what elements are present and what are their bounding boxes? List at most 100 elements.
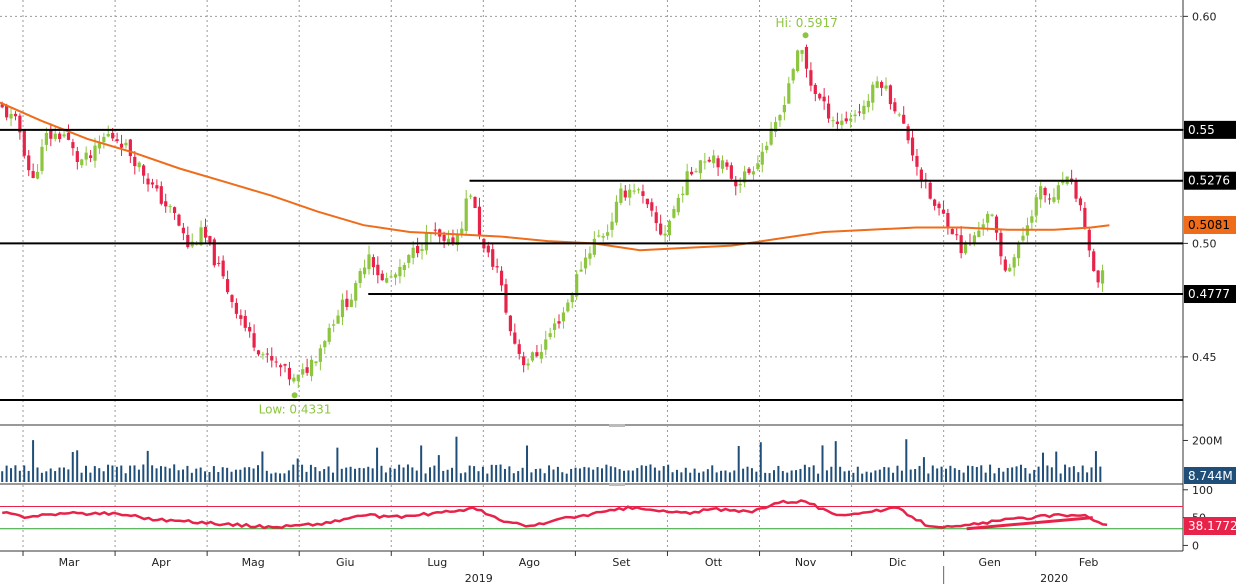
candle-down (305, 367, 309, 373)
candle-down (217, 262, 221, 264)
candle-down (243, 315, 247, 328)
candle-down (451, 237, 455, 244)
candle-down (946, 213, 950, 228)
candle-up (694, 171, 698, 173)
candle-down (522, 356, 526, 366)
candle-up (424, 233, 429, 251)
candle-down (111, 132, 115, 139)
candle-up (53, 133, 57, 139)
rsi-label-box (1184, 517, 1236, 535)
ma-label-box (1184, 215, 1236, 234)
candle-up (681, 193, 685, 196)
rsi-trendline (966, 516, 1093, 531)
candle-down (822, 96, 826, 102)
candle-up (977, 230, 981, 238)
candle-down (0, 104, 4, 108)
x-tick-label: Lug (427, 556, 447, 569)
panel-splitter-handle[interactable] (609, 483, 625, 486)
support-resistance-lines (0, 128, 1183, 402)
candle-down (910, 137, 915, 156)
x-tick-label: Mar (59, 556, 80, 569)
level-label-box (1184, 171, 1236, 190)
candle-down (818, 93, 822, 99)
candle-up (782, 105, 786, 113)
candle-down (473, 196, 477, 209)
candle-down (880, 82, 884, 88)
candle-up (332, 324, 336, 326)
candle-down (826, 103, 831, 119)
rsi-tick-label: 100 (1192, 484, 1213, 497)
candle-down (999, 232, 1003, 257)
candle-down (495, 266, 499, 268)
candle-down (71, 142, 75, 149)
candle-up (1016, 243, 1021, 259)
x-tick-label: Ott (705, 556, 723, 569)
candle-up (292, 377, 296, 382)
candle-down (186, 234, 190, 248)
candle-down (888, 85, 893, 105)
candle-up (1012, 257, 1016, 268)
candle-down (747, 168, 751, 173)
candle-down (248, 326, 252, 332)
candle-up (539, 352, 543, 359)
candle-up (97, 143, 102, 149)
candle-down (941, 209, 946, 214)
candle-down (159, 186, 163, 204)
candle-up (296, 374, 300, 381)
candle-up (628, 189, 632, 198)
candle-up (636, 189, 641, 191)
volume-bars (1, 436, 1102, 482)
candle-up (1056, 185, 1060, 200)
rsi-last-label: 38.1772 (1188, 519, 1237, 533)
candle-up (884, 85, 888, 89)
candle-up (990, 214, 994, 216)
level-label: 0.4777 (1188, 287, 1230, 301)
candle-up (1100, 270, 1105, 284)
candle-up (455, 233, 459, 246)
year-label: 2019 (465, 572, 493, 584)
candle-up (698, 160, 703, 174)
candle-up (703, 161, 707, 163)
candle-down (902, 114, 906, 124)
level-label-box (1184, 285, 1236, 304)
candle-down (283, 364, 287, 366)
value-labels: 0.55 0.5276 0.4777 0.5081 8.744M 38.1772 (1184, 120, 1237, 535)
candle-down (813, 84, 817, 94)
candle-up (583, 257, 588, 269)
candle-down (376, 264, 380, 276)
candle-up (362, 267, 367, 275)
y-tick-label: 0.60 (1192, 10, 1217, 23)
candle-down (345, 298, 349, 308)
candle-up (124, 142, 128, 146)
candle-down (371, 257, 376, 268)
candle-down (225, 279, 230, 293)
candle-up (389, 276, 393, 278)
panel-splitter-handle[interactable] (609, 424, 625, 427)
candle-down (641, 191, 645, 197)
candle-down (804, 46, 809, 69)
candle-up (1052, 197, 1056, 202)
candle-up (871, 84, 875, 103)
candle-down (1003, 259, 1007, 271)
candle-up (1061, 180, 1065, 184)
rsi-tick-label: 0 (1192, 539, 1199, 552)
candle-up (40, 146, 44, 171)
candle-down (164, 201, 168, 207)
candle-down (88, 155, 93, 158)
candle-up (963, 242, 968, 254)
candle-up (199, 227, 203, 246)
candle-down (433, 229, 437, 231)
candle-down (256, 350, 261, 355)
y-tick-label: 0.50 (1192, 237, 1217, 250)
candle-down (893, 102, 897, 112)
candle-up (672, 208, 676, 218)
candle-down (177, 214, 181, 226)
candle-up (301, 369, 305, 375)
candle-up (9, 113, 13, 119)
rsi-line (2, 499, 1108, 530)
candle-up (420, 249, 424, 251)
candle-up (44, 133, 48, 145)
volume-tick-label: 200M (1192, 434, 1223, 447)
y-tick-label: 0.45 (1192, 351, 1217, 364)
